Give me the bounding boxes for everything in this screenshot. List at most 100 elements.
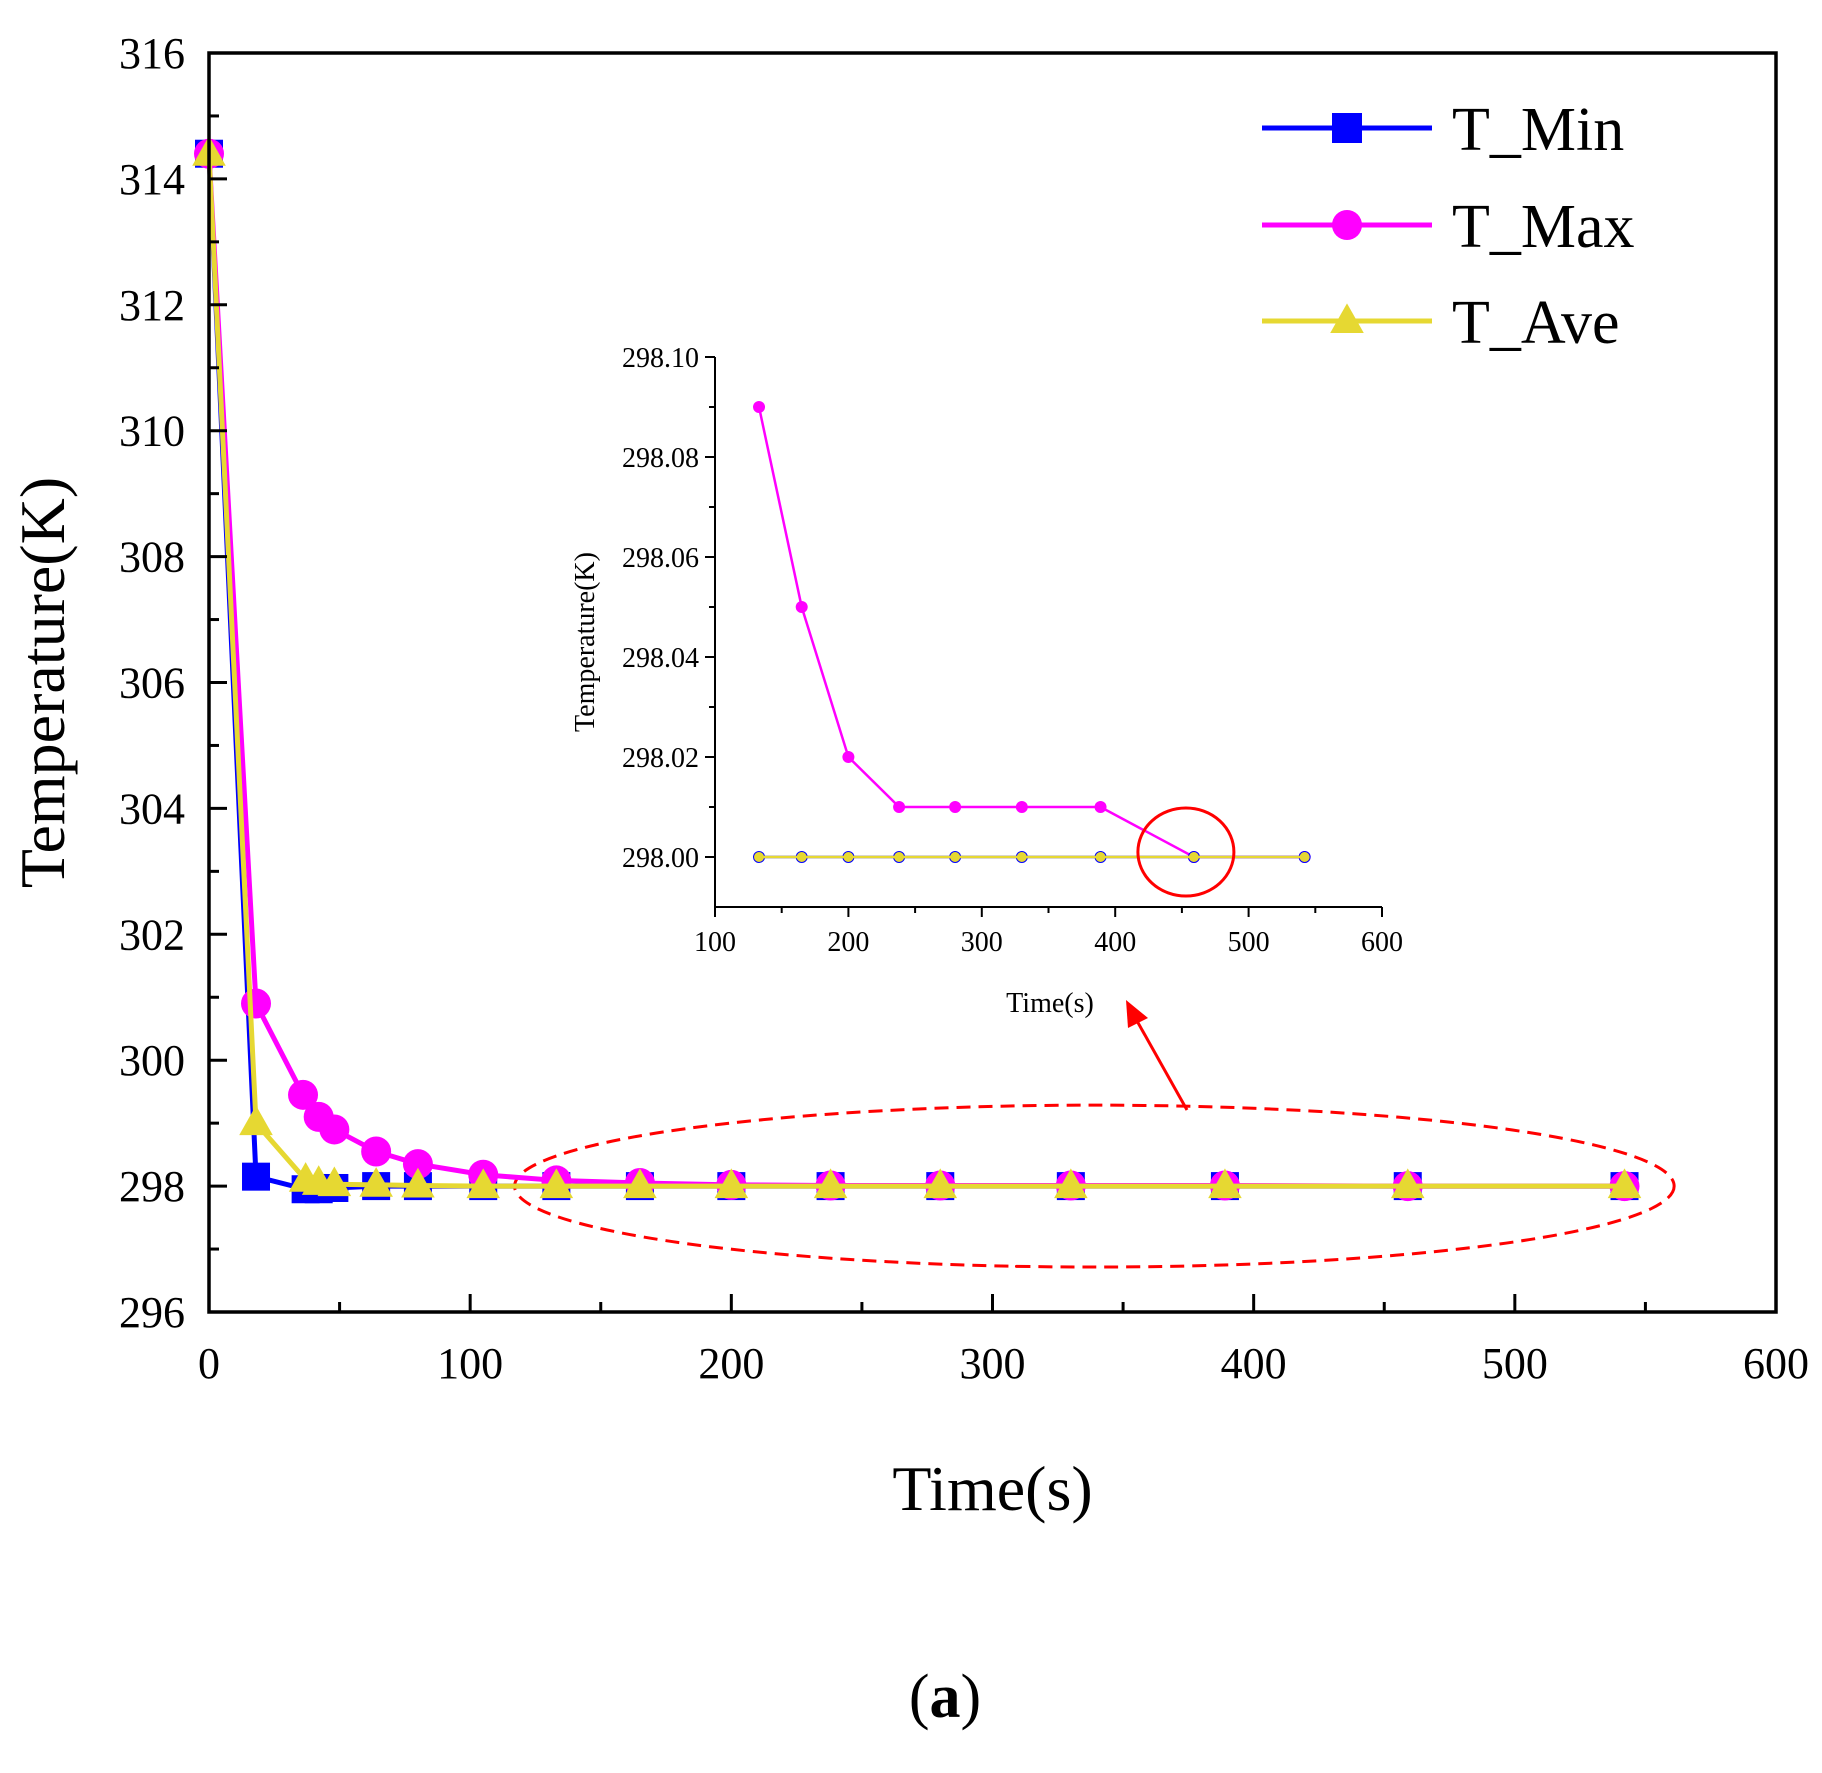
inset-series-group <box>753 401 1311 863</box>
inset-data-point <box>1015 801 1028 813</box>
main-y-tick-label: 306 <box>119 659 185 708</box>
main-chart: 0 100 200 300 400 500 600 296 298 300 302 304 306 308… <box>7 29 1809 1524</box>
legend-item-t-ave: T_Ave <box>1262 289 1620 357</box>
inset-data-point <box>796 852 807 862</box>
main-data-point <box>1054 1168 1088 1199</box>
inset-x-tick-label: 100 <box>694 927 736 958</box>
legend-label: T_Ave <box>1452 289 1620 357</box>
inset-y-tick-label: 298.04 <box>622 643 699 674</box>
figure-caption: (a) <box>909 1663 981 1731</box>
main-x-axis-title: Time(s) <box>892 1453 1092 1524</box>
main-data-point <box>239 1105 273 1136</box>
main-data-point <box>319 1114 350 1145</box>
inset-data-point <box>1299 852 1310 862</box>
main-data-point <box>623 1168 657 1199</box>
zoom-arrow-head <box>1126 1000 1148 1028</box>
inset-data-point <box>949 801 962 813</box>
inset-series-t-ave <box>754 852 1310 862</box>
main-data-point <box>466 1168 501 1199</box>
main-annotations <box>513 1000 1676 1269</box>
inset-data-point <box>1016 852 1027 862</box>
main-y-tick-label: 296 <box>119 1288 185 1337</box>
inset-y-tick-label: 298.00 <box>622 843 699 874</box>
inset-x-tick-label: 400 <box>1094 927 1136 958</box>
zoom-arrow-shaft <box>1130 1011 1189 1111</box>
main-data-point <box>923 1168 958 1199</box>
main-data-point <box>539 1168 574 1199</box>
main-data-point <box>241 988 272 1019</box>
inset-data-point <box>842 751 855 763</box>
inset-axes: 100 200 300 400 500 600 298.00 298.02 298.04 298.… <box>622 343 1403 958</box>
main-x-tick-label: 600 <box>1743 1339 1809 1388</box>
main-y-tick-label: 298 <box>119 1162 185 1211</box>
inset-data-point <box>843 852 854 862</box>
inset-y-axis-title: Temperature(K) <box>570 552 601 732</box>
main-x-tick-label: 200 <box>698 1339 764 1388</box>
main-series-t-max <box>194 138 1640 1202</box>
main-data-point <box>1607 1168 1642 1199</box>
legend-item-t-min: T_Min <box>1262 96 1624 164</box>
main-x-tick-label: 400 <box>1221 1339 1287 1388</box>
inset-chart: 100 200 300 400 500 600 298.00 298.02 298.04 298.… <box>570 343 1403 1019</box>
main-x-tick-label: 300 <box>960 1339 1026 1388</box>
main-data-point <box>242 1162 271 1191</box>
legend-marker <box>1332 210 1362 240</box>
inset-highlight-circle <box>1136 806 1236 898</box>
main-data-point <box>359 1167 393 1197</box>
main-x-tick-label: 0 <box>198 1339 220 1388</box>
inset-data-point <box>893 801 906 813</box>
caption-open-paren: ( <box>909 1663 930 1731</box>
main-data-point <box>361 1136 392 1167</box>
main-data-point <box>813 1168 848 1199</box>
main-y-tick-label: 310 <box>119 407 185 456</box>
main-data-point <box>317 1166 352 1197</box>
main-series-line <box>206 153 1625 1189</box>
caption-label: a <box>930 1663 961 1731</box>
main-data-point <box>1390 1168 1425 1199</box>
legend-label: T_Min <box>1452 96 1624 164</box>
legend-marker <box>1330 303 1364 333</box>
inset-y-tick-label: 298.08 <box>622 443 699 474</box>
inset-x-axis-title: Time(s) <box>1006 988 1094 1019</box>
main-axis-ticks: 0 100 200 300 400 500 600 296 298 300 302 304 306 308… <box>119 29 1809 1388</box>
main-y-tick-label: 314 <box>119 155 185 204</box>
main-data-point <box>402 1149 433 1180</box>
inset-data-point <box>1095 852 1106 862</box>
inset-data-point <box>754 852 765 862</box>
legend: T_Min T_Max T_Ave <box>1262 96 1635 357</box>
legend-item-t-max: T_Max <box>1262 193 1635 261</box>
inset-y-tick-label: 298.06 <box>622 543 699 574</box>
main-data-point <box>401 1167 435 1198</box>
caption-close-paren: ) <box>961 1663 982 1731</box>
inset-y-tick-label: 298.02 <box>622 743 699 774</box>
legend-label: T_Max <box>1452 193 1635 261</box>
main-data-point <box>714 1168 749 1199</box>
inset-x-tick-label: 200 <box>827 927 869 958</box>
main-series-line <box>206 153 1625 1189</box>
inset-annotations <box>1136 806 1236 898</box>
main-x-tick-label: 500 <box>1482 1339 1548 1388</box>
main-series-line <box>206 153 1625 1192</box>
inset-series-t-max <box>753 401 1311 863</box>
main-y-tick-label: 316 <box>119 29 185 78</box>
inset-y-tick-label: 298.10 <box>622 343 699 374</box>
main-series-t-ave <box>192 136 1642 1199</box>
legend-marker <box>1332 113 1362 143</box>
inset-data-point <box>1094 801 1107 813</box>
inset-x-tick-label: 300 <box>961 927 1003 958</box>
main-x-tick-label: 100 <box>437 1339 503 1388</box>
inset-data-point <box>1188 852 1199 862</box>
main-y-tick-label: 304 <box>119 784 185 833</box>
main-series-t-min <box>195 139 1639 1204</box>
inset-data-point <box>753 401 766 413</box>
inset-data-point <box>894 852 905 862</box>
main-y-tick-label: 312 <box>119 281 185 330</box>
main-data-point <box>288 1079 319 1110</box>
inset-data-point <box>950 852 961 862</box>
main-series-group <box>192 136 1642 1204</box>
main-y-tick-label: 308 <box>119 533 185 582</box>
inset-series-line <box>757 406 1305 859</box>
inset-x-tick-label: 600 <box>1361 927 1403 958</box>
inset-x-tick-label: 500 <box>1228 927 1270 958</box>
